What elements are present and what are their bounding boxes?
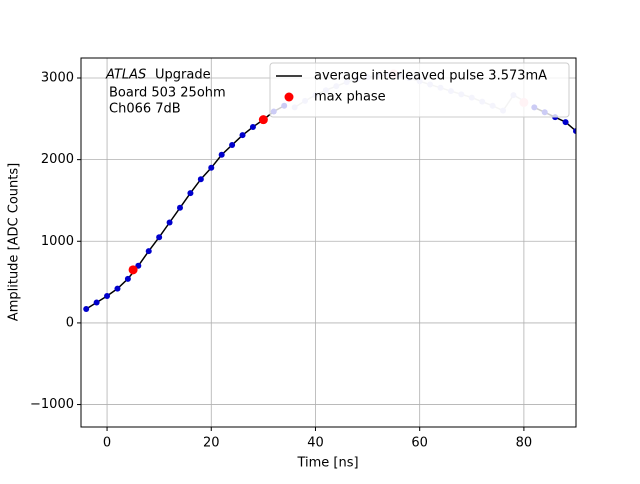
- legend-label: average interleaved pulse 3.573mA: [314, 69, 547, 84]
- annotation: Upgrade: [155, 68, 211, 83]
- y-tick-label: 0: [66, 315, 74, 330]
- annotation: Board 503 25ohm: [109, 86, 226, 101]
- point: [197, 176, 204, 183]
- point: [562, 119, 569, 126]
- point: [166, 219, 173, 226]
- point: [124, 275, 131, 282]
- point: [135, 262, 142, 269]
- point: [177, 204, 183, 211]
- point: [187, 190, 194, 197]
- legend-box: [269, 62, 570, 118]
- point: [239, 132, 246, 139]
- point: [258, 115, 268, 125]
- point: [83, 306, 90, 313]
- y-tick-label: 1000: [41, 234, 74, 249]
- point: [208, 164, 215, 171]
- point: [229, 141, 236, 148]
- point: [249, 123, 256, 130]
- plot-frame: [80, 57, 577, 428]
- point: [145, 248, 152, 255]
- point: [114, 285, 121, 292]
- legend-label: max phase: [314, 90, 386, 105]
- line: [85, 105, 285, 310]
- point: [156, 234, 163, 241]
- legend-marker: [284, 92, 294, 102]
- point: [128, 265, 138, 275]
- point: [573, 128, 576, 135]
- x-tick-label: 0: [103, 436, 111, 451]
- y-axis-label: Amplitude [ADC Counts]: [7, 163, 22, 321]
- x-tick-label: 40: [307, 436, 324, 451]
- x-tick-label: 20: [203, 436, 220, 451]
- point: [218, 151, 225, 158]
- x-tick-label: 80: [516, 436, 533, 451]
- annotation: ATLAS: [105, 68, 146, 83]
- y-tick-label: 2000: [41, 152, 74, 167]
- point: [93, 299, 100, 306]
- y-tick-label: −1000: [30, 397, 74, 412]
- y-tick-label: 3000: [41, 71, 74, 86]
- x-axis-label: Time [ns]: [296, 456, 358, 471]
- annotation: Ch066 7dB: [109, 102, 181, 117]
- point: [104, 292, 111, 299]
- x-tick-label: 60: [411, 436, 428, 451]
